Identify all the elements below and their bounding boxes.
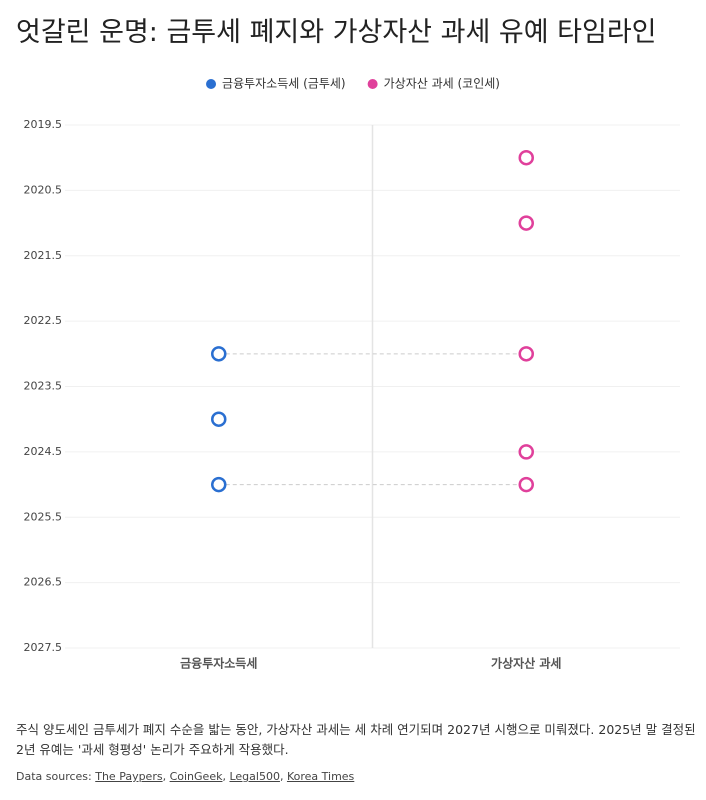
- y-tick-label: 2022.5: [24, 314, 63, 327]
- source-link[interactable]: Korea Times: [286, 770, 355, 783]
- point: [211, 411, 227, 427]
- y-tick-label: 2027.5: [24, 641, 63, 654]
- x-tick-label: 금융투자소득세: [180, 656, 257, 671]
- x-tick-label: 가상자산 과세: [491, 656, 561, 671]
- chart: 2019.5 2020.5 2021.5 2022.5 2023.5 2024.5 2025…: [24, 77, 680, 671]
- legend-swatch: [206, 79, 217, 89]
- point: [518, 149, 534, 166]
- legend-label: 금융투자소득세 (금투세): [222, 77, 346, 91]
- caption: 주식 양도세인 금투세가 폐지 수순을 밟는 동안, 가상자산 과세는 세 차례…: [16, 722, 696, 757]
- y-tick-label: 2025.5: [24, 510, 63, 523]
- point: [518, 444, 534, 460]
- y-tick-label: 2026.5: [24, 576, 63, 589]
- legend-label: 가상자산 과세 (코인세): [384, 77, 500, 91]
- point: [211, 476, 227, 493]
- source-link[interactable]: The Paypers: [95, 770, 163, 783]
- y-tick-label: 2023.5: [24, 380, 63, 393]
- source-link[interactable]: Legal500: [229, 770, 280, 783]
- legend-item: 가상자산 과세 (코인세): [367, 77, 500, 91]
- y-tick-label: 2024.5: [24, 445, 63, 458]
- y-tick-label: 2019.5: [24, 118, 63, 131]
- legend: 금융투자소득세 (금투세) 가상자산 과세 (코인세): [206, 77, 500, 91]
- chart-title: 엇갈린 운명: 금투세 폐지와 가상자산 과세 유예 타임라인: [16, 17, 657, 48]
- point: [518, 476, 534, 493]
- sources-label: Data sources:: [16, 770, 92, 783]
- legend-swatch: [367, 79, 378, 89]
- sources: Data sources: The Paypers, CoinGeek, Leg…: [16, 770, 355, 783]
- y-tick-label: 2021.5: [24, 249, 63, 262]
- y-tick-label: 2020.5: [24, 183, 63, 196]
- point: [211, 346, 227, 362]
- source-link[interactable]: CoinGeek: [169, 770, 223, 783]
- point: [518, 346, 534, 362]
- legend-item: 금융투자소득세 (금투세): [206, 77, 346, 91]
- point: [518, 215, 534, 231]
